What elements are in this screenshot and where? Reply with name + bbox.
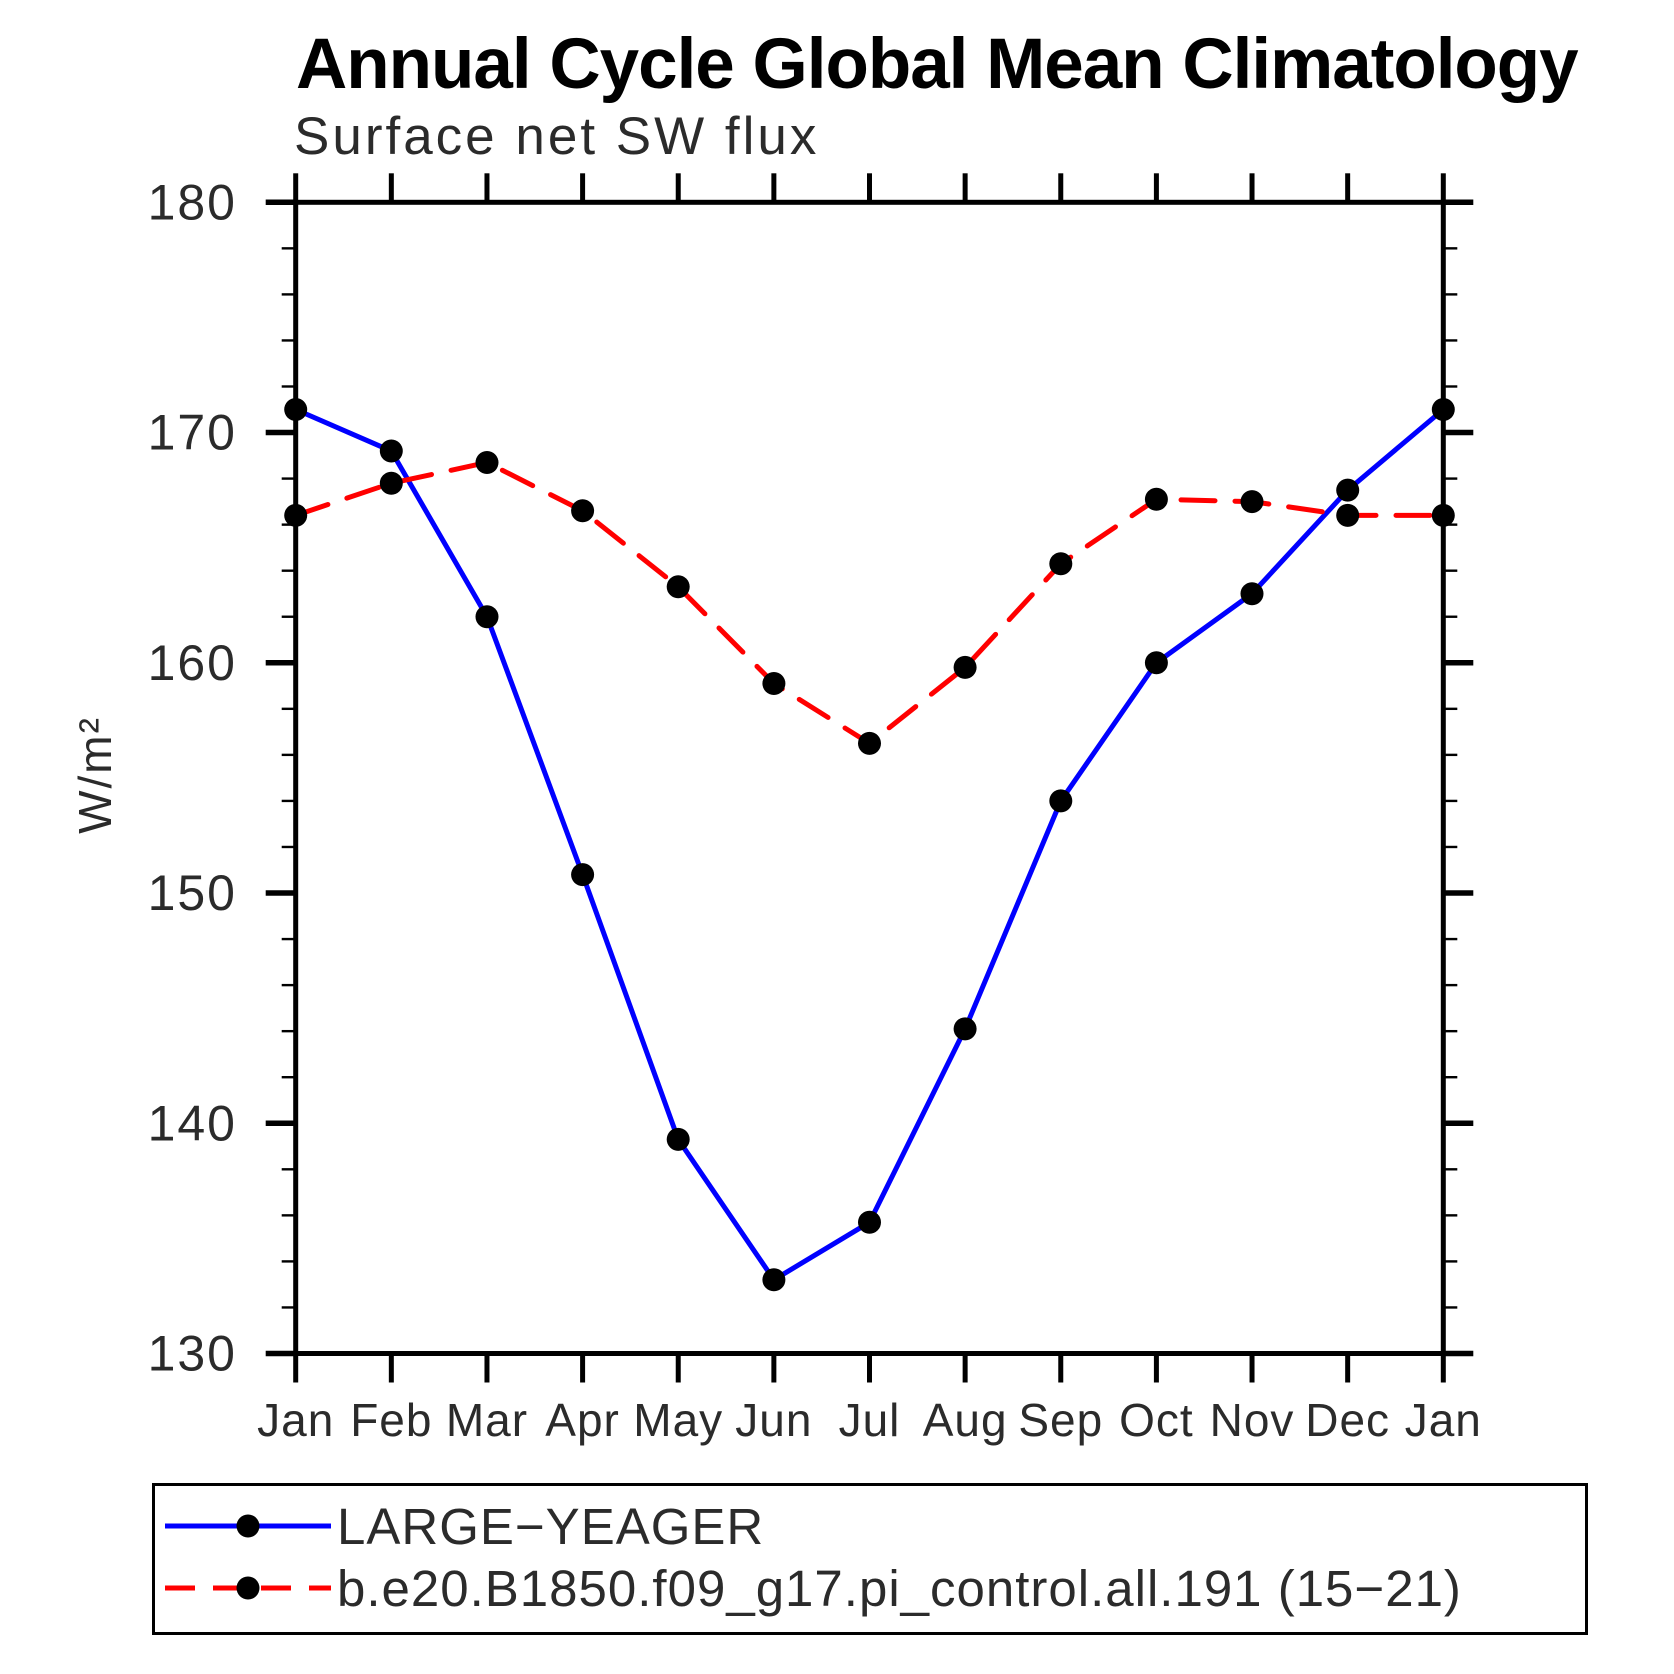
x-tick-label: Apr xyxy=(545,1394,620,1446)
legend-entry-model-run: b.e20.B1850.f09_g17.pi_control.all.191 (… xyxy=(163,1558,1462,1618)
data-point-marker xyxy=(571,863,595,887)
x-tick-label: Aug xyxy=(923,1394,1008,1446)
x-tick-label: Sep xyxy=(1018,1394,1103,1446)
data-point-marker xyxy=(475,451,499,474)
x-tick-label: Jan xyxy=(1405,1394,1482,1446)
x-tick-label: Jun xyxy=(735,1394,812,1446)
data-point-marker xyxy=(1431,503,1455,527)
chart-subtitle: Surface net SW flux xyxy=(294,107,820,166)
data-point-marker xyxy=(1049,552,1073,576)
data-point-marker xyxy=(762,1268,786,1292)
legend-box: LARGE−YEAGER b.e20.B1850.f09_g17.pi_cont… xyxy=(152,1483,1588,1635)
data-point-marker xyxy=(953,655,977,679)
data-point-marker xyxy=(953,1017,977,1041)
y-tick-label: 150 xyxy=(148,865,237,921)
legend-entry-large-yeager: LARGE−YEAGER xyxy=(163,1496,764,1556)
y-tick-label: 140 xyxy=(148,1095,237,1151)
data-point-marker xyxy=(284,503,308,527)
data-point-marker xyxy=(571,499,595,523)
data-point-marker xyxy=(1049,789,1073,813)
y-tick-label: 160 xyxy=(148,635,237,691)
data-point-marker xyxy=(666,1127,690,1151)
data-point-marker xyxy=(475,605,499,629)
legend-sample-dashed-red xyxy=(165,1576,331,1600)
x-tick-label: Nov xyxy=(1210,1394,1295,1446)
data-point-marker xyxy=(666,575,690,599)
legend-label: b.e20.B1850.f09_g17.pi_control.all.191 (… xyxy=(337,1559,1462,1617)
plot-frame xyxy=(293,199,1446,1356)
series-line-large-yeager xyxy=(293,407,1446,1283)
data-point-marker xyxy=(1144,651,1168,675)
x-tick-label: Dec xyxy=(1305,1394,1390,1446)
x-tick-label: Feb xyxy=(350,1394,432,1446)
x-tick-label: Jul xyxy=(839,1394,901,1446)
data-point-marker xyxy=(1336,503,1360,527)
series-line-model-run xyxy=(293,460,1446,746)
data-point-marker xyxy=(858,731,881,755)
legend-marker-dot xyxy=(236,1514,260,1538)
data-point-marker xyxy=(284,398,308,421)
x-tick-label: Jan xyxy=(257,1394,334,1446)
x-tick-label: Oct xyxy=(1119,1394,1194,1446)
y-tick-label: 170 xyxy=(148,405,237,461)
data-point-marker xyxy=(1240,490,1264,514)
data-point-marker xyxy=(1240,582,1264,606)
y-tick-label: 180 xyxy=(148,174,237,230)
data-point-marker xyxy=(1336,478,1360,502)
legend-label: LARGE−YEAGER xyxy=(337,1497,765,1555)
chart-title: Annual Cycle Global Mean Climatology xyxy=(296,25,1579,104)
y-tick-label: 130 xyxy=(148,1326,237,1382)
x-tick-label: May xyxy=(633,1394,723,1446)
data-point-marker xyxy=(1431,398,1455,421)
legend-sample-solid-blue xyxy=(165,1514,331,1538)
data-point-marker xyxy=(858,1210,881,1234)
data-point-marker xyxy=(379,471,403,495)
data-point-marker xyxy=(379,439,403,463)
data-point-marker xyxy=(762,672,786,695)
x-tick-label: Mar xyxy=(446,1394,528,1446)
legend-marker-dot xyxy=(236,1576,260,1600)
data-point-marker xyxy=(1144,487,1168,511)
